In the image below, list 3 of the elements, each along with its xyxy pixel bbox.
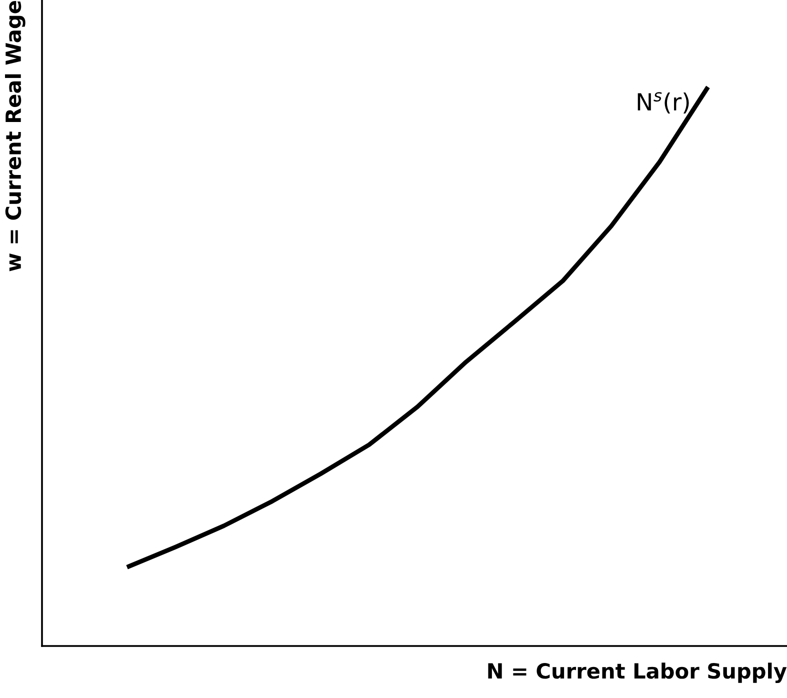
x-axis-title: N = Current Labor Supply — [488, 662, 787, 683]
y-axis-title: w = Current Real Wage — [5, 1, 26, 272]
series-label: N$^{s}$(r) — [638, 92, 689, 114]
